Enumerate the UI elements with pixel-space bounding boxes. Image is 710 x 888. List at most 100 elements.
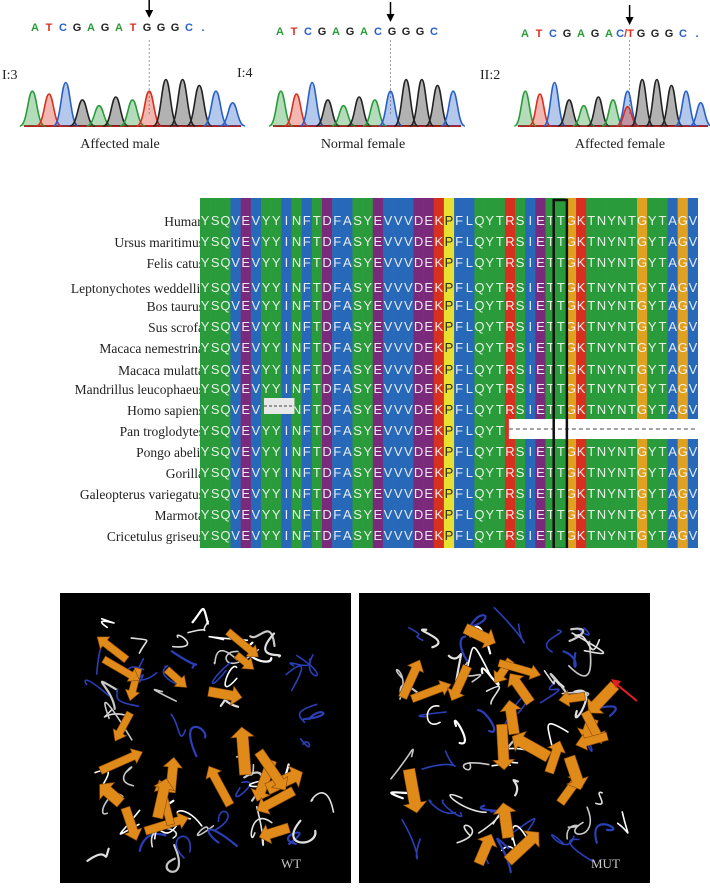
residue: S: [211, 255, 220, 270]
beta-strand: [101, 655, 140, 682]
residue: E: [374, 486, 383, 501]
residue: E: [241, 423, 250, 438]
residue: G: [566, 255, 576, 270]
alignment-column: [220, 198, 231, 548]
residue: N: [292, 280, 301, 295]
residue: V: [384, 465, 393, 480]
residue: G: [637, 340, 647, 355]
residue: S: [353, 255, 362, 270]
residue: T: [496, 340, 504, 355]
residue: L: [466, 255, 473, 270]
residue: E: [424, 528, 433, 543]
alignment-panel: Human Ursus maritimus Felis catus Leptonych…: [0, 200, 710, 560]
residue: I: [528, 255, 532, 270]
alignment-column: [382, 198, 394, 548]
residue: V: [252, 280, 261, 295]
residue: V: [689, 298, 698, 313]
coil-segment: [310, 792, 335, 813]
residue: T: [313, 465, 321, 480]
coil-segment: [449, 793, 487, 814]
residue: I: [528, 444, 532, 459]
residue: T: [628, 507, 636, 522]
residue: Y: [648, 402, 657, 417]
residue: K: [435, 298, 444, 313]
residue: V: [689, 528, 698, 543]
residue: T: [313, 213, 321, 228]
base-call: G: [562, 28, 572, 40]
alignment-column: [260, 198, 272, 548]
residue: Y: [607, 362, 616, 377]
residue: T: [547, 280, 555, 295]
beta-strand: [207, 685, 243, 706]
chromatogram-peak: [299, 81, 325, 127]
residue: Q: [220, 362, 230, 377]
residue: K: [577, 340, 586, 355]
residue: D: [414, 507, 423, 522]
residue: N: [597, 465, 606, 480]
residue: D: [322, 423, 331, 438]
residue: F: [333, 213, 341, 228]
residue: F: [333, 234, 341, 249]
beta-strand: [152, 778, 176, 820]
residue: V: [404, 444, 413, 459]
residue: F: [303, 507, 311, 522]
residue: K: [435, 340, 444, 355]
residue: V: [252, 381, 261, 396]
residue: Y: [363, 280, 372, 295]
residue: R: [505, 486, 514, 501]
residue: D: [322, 319, 331, 334]
coil-segment: [264, 632, 282, 658]
residue: V: [252, 255, 261, 270]
residue: G: [566, 340, 576, 355]
residue: E: [374, 298, 383, 313]
residue: Y: [262, 298, 271, 313]
residue: G: [566, 486, 576, 501]
residue: T: [557, 381, 565, 396]
residue: Y: [607, 444, 616, 459]
beta-strand: [205, 765, 235, 808]
residue: G: [678, 402, 688, 417]
residue: N: [597, 255, 606, 270]
base-call: T: [45, 22, 53, 34]
residue: Y: [363, 234, 372, 249]
residue: V: [689, 234, 698, 249]
alignment-column: [240, 198, 252, 548]
residue: A: [668, 528, 677, 543]
coil-segment: [153, 688, 178, 703]
residue: N: [292, 255, 301, 270]
residue: G: [678, 319, 688, 334]
residue: T: [587, 402, 595, 417]
residue: G: [566, 465, 576, 480]
residue: Y: [262, 213, 271, 228]
wt-protein-ribbon: [84, 608, 335, 873]
residue: F: [303, 213, 311, 228]
residue: T: [628, 486, 636, 501]
coil-segment: [421, 628, 440, 649]
species-label: Galeopterus variegatus: [79, 487, 204, 502]
residue: I: [528, 319, 532, 334]
residue: T: [313, 362, 321, 377]
alignment-column: [372, 198, 384, 548]
residue: N: [617, 381, 626, 396]
residue: Y: [648, 381, 657, 396]
residue: Y: [201, 234, 210, 249]
residue: L: [466, 234, 473, 249]
coil-segment: [100, 680, 117, 710]
residue: I: [285, 234, 289, 249]
residue: Q: [474, 528, 484, 543]
residue: T: [547, 402, 555, 417]
alignment-column: [200, 198, 211, 548]
residue: V: [384, 234, 393, 249]
residue: T: [628, 444, 636, 459]
sample-label-3: II:2: [480, 68, 501, 83]
residue: I: [285, 423, 289, 438]
trace-group: [268, 2, 466, 127]
residue: F: [455, 423, 463, 438]
residue: N: [617, 507, 626, 522]
residue: Q: [474, 362, 484, 377]
residue: D: [414, 362, 423, 377]
residue: V: [231, 280, 240, 295]
residue: V: [404, 213, 413, 228]
residue: N: [292, 213, 301, 228]
